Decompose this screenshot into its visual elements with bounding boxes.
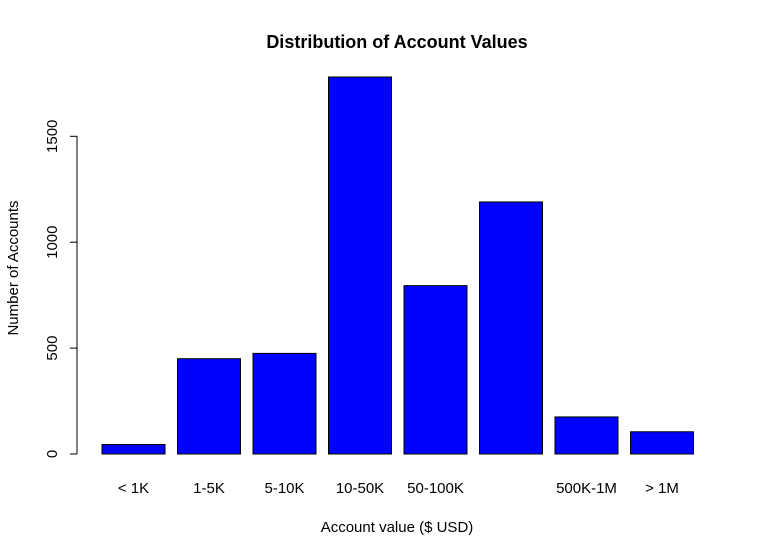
bar — [101, 443, 166, 455]
x-tick-label: 1-5K — [193, 480, 225, 497]
x-tick-label: < 1K — [118, 480, 149, 497]
bar — [403, 285, 468, 455]
y-tick-label: 0 — [44, 450, 61, 458]
bar — [252, 352, 317, 455]
x-tick-label: 10-50K — [336, 480, 384, 497]
y-tick-label: 1000 — [44, 226, 61, 259]
bar — [630, 431, 694, 455]
bar — [328, 76, 392, 455]
x-axis-label: Account value ($ USD) — [321, 519, 474, 536]
bar — [554, 416, 619, 455]
y-axis: 0 500 1000 1500 — [44, 120, 78, 458]
x-tick-label: 50-100K — [407, 480, 464, 497]
y-tick-label: 1500 — [44, 120, 61, 153]
x-tick-label: 500K-1M — [556, 480, 617, 497]
bars-group — [101, 76, 694, 455]
x-tick-labels: < 1K 1-5K 5-10K 10-50K 50-100K 500K-1M > 1M — [118, 480, 679, 497]
bar — [177, 358, 241, 455]
chart-title: Distribution of Account Values — [266, 32, 527, 52]
x-tick-label: > 1M — [645, 480, 679, 497]
x-tick-label: 5-10K — [264, 480, 304, 497]
bar — [479, 201, 543, 455]
y-tick-label: 500 — [44, 336, 61, 361]
y-axis-label: Number of Accounts — [5, 200, 22, 335]
